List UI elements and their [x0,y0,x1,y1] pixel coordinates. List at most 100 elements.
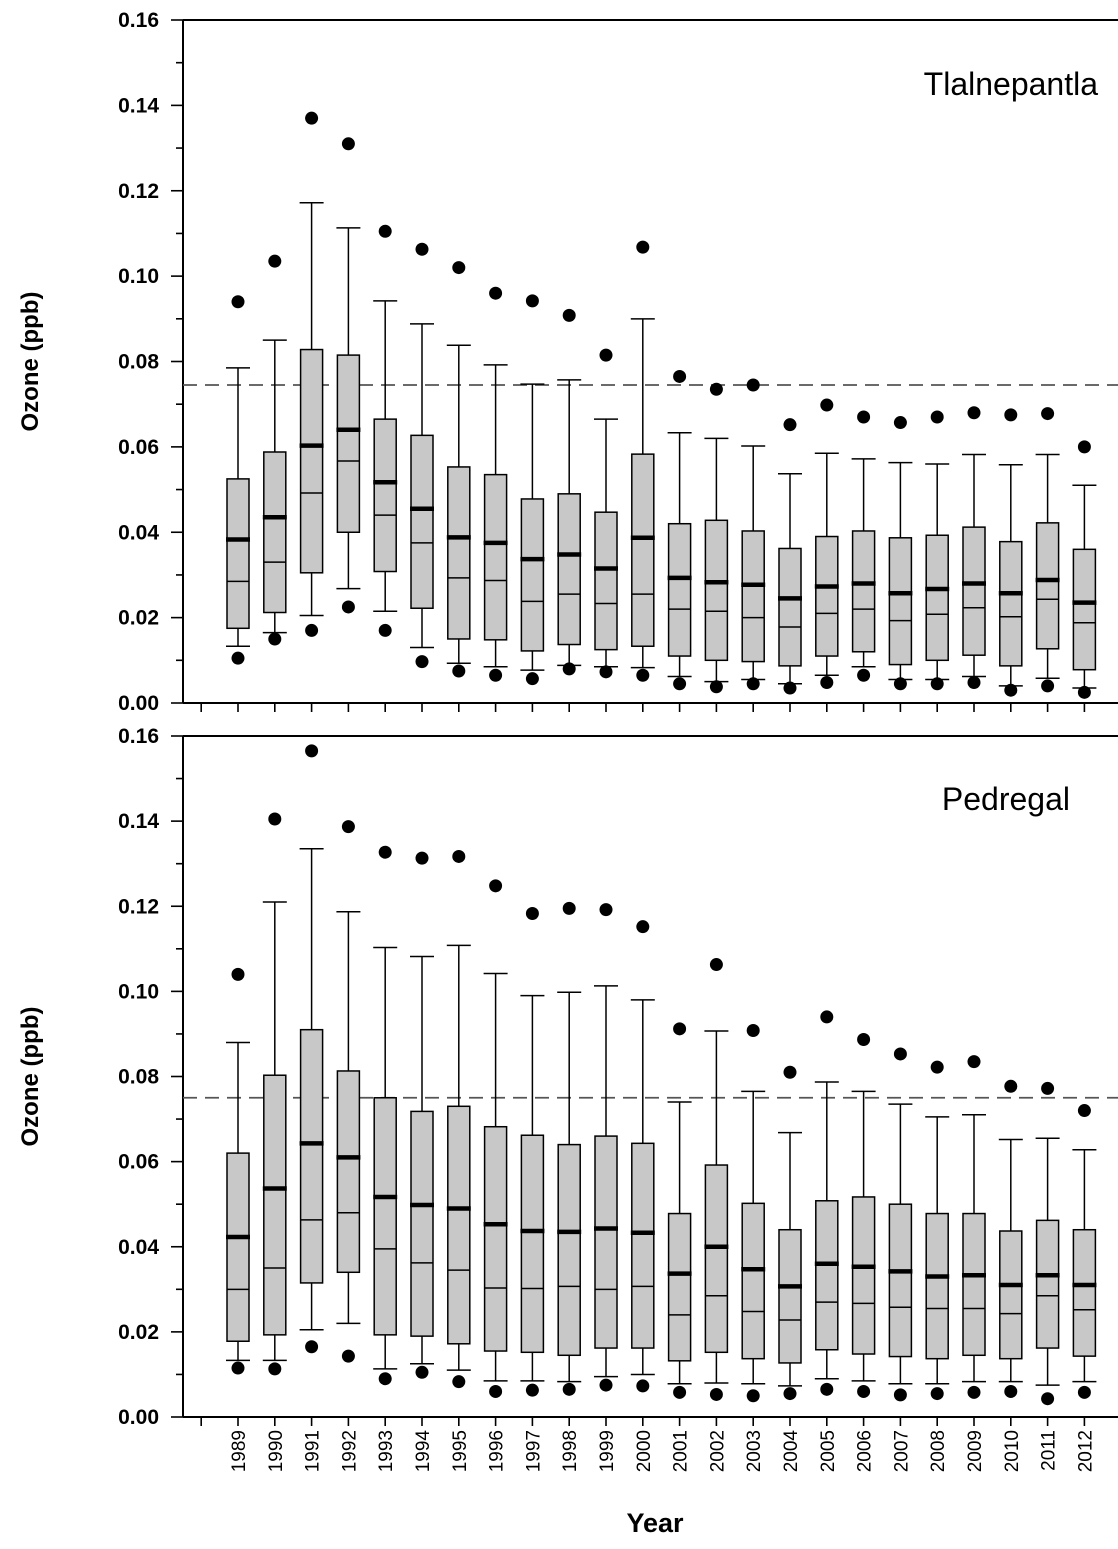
iqr-box [447,1105,471,1345]
y-tick-label: 0.14 [118,810,159,833]
box-1990 [262,812,287,1376]
lower-outlier-point [415,655,429,669]
lower-outlier-point [673,1385,687,1399]
x-tick-label-1990: 1990 [266,1430,287,1472]
lower-outlier-point [1041,1392,1055,1406]
x-tick-label-2012: 2012 [1075,1430,1096,1472]
x-tick-label-2004: 2004 [781,1430,802,1473]
upper-outlier-point [1077,1104,1091,1118]
x-tick-label-2008: 2008 [928,1430,949,1472]
upper-outlier-point [783,418,797,432]
iqr-box [447,466,471,640]
box-2005 [814,1010,839,1396]
iqr-box [704,519,729,662]
upper-outlier-point [305,111,319,125]
lower-outlier-point [893,1388,907,1402]
box-1999 [594,348,618,679]
upper-outlier-point [967,1055,981,1069]
x-tick-label-2009: 2009 [965,1430,986,1472]
upper-outlier-point [305,744,319,758]
upper-outlier-point [562,901,576,915]
lower-outlier-point [893,677,907,691]
lower-outlier-point [857,668,871,682]
iqr-box [299,348,324,574]
box-1992 [336,820,361,1363]
lower-outlier-point [452,1375,466,1389]
lower-outlier-point [525,672,539,686]
iqr-box [1072,1228,1097,1357]
upper-outlier-point [341,820,355,834]
upper-outlier-point [599,903,613,917]
upper-outlier-point [1004,1079,1018,1093]
upper-outlier-point [452,261,466,275]
box-1997 [520,906,545,1397]
box-2011 [1035,1081,1060,1406]
x-tick-label-2000: 2000 [634,1430,655,1472]
upper-outlier-point [857,410,871,424]
iqr-box [336,1070,361,1274]
upper-outlier-point [820,1010,834,1024]
box-2009 [962,1055,986,1399]
y-axis-label: Ozone (ppb) [17,1007,44,1147]
y-tick-label: 0.16 [118,9,159,32]
box-2003 [741,1024,766,1403]
box-2006 [851,410,876,682]
box-2002 [704,958,729,1401]
x-tick-label-2001: 2001 [671,1430,692,1472]
upper-outlier-point [783,1065,797,1079]
iqr-box [999,540,1023,667]
lower-outlier-point [268,1362,282,1376]
iqr-box [410,1110,434,1337]
upper-outlier-point [1041,407,1055,421]
lower-outlier-point [341,600,355,614]
lower-outlier-point [857,1384,871,1398]
x-tick-label-1994: 1994 [413,1430,434,1473]
x-tick-label-1999: 1999 [597,1430,618,1472]
lower-outlier-point [599,1378,613,1392]
panel-pedregal: 0.00 0.02 0.04 0.06 0.08 0.10 0.12 0.14 0.16 Ozon… [17,725,1118,1429]
box-1991 [299,111,324,637]
x-tick-label-2010: 2010 [1002,1430,1023,1472]
lower-outlier-point [341,1349,355,1363]
lower-outlier-point [305,623,319,637]
lower-outlier-point [562,662,576,676]
iqr-box [999,1230,1023,1360]
upper-outlier-point [268,812,282,826]
iqr-box [667,1212,692,1362]
y-tick-label: 0.08 [118,1066,159,1089]
panel-tlalnepantla: 0.00 0.02 0.04 0.06 0.08 0.10 0.12 0.14 0.16 Ozon… [17,9,1118,715]
upper-outlier-point [930,410,944,424]
lower-outlier-point [489,668,503,682]
iqr-box [962,526,986,656]
lower-outlier-point [967,676,981,690]
box-1996 [483,286,508,682]
iqr-box [851,1196,876,1355]
upper-outlier-point [525,906,539,920]
y-axis-label: Ozone (ppb) [17,292,44,432]
lower-outlier-point [930,677,944,691]
box-2008 [925,410,950,691]
lower-outlier-point [305,1340,319,1354]
upper-outlier-point [341,137,355,151]
upper-outlier-point [746,378,760,392]
x-tick-label-2005: 2005 [818,1430,839,1472]
iqr-box [263,451,287,614]
lower-outlier-point [783,1387,797,1401]
upper-outlier-point [930,1060,944,1074]
lower-outlier-point [746,1389,760,1403]
box-1998 [557,901,582,1396]
iqr-box [778,547,802,667]
upper-outlier-point [415,851,429,865]
box-2007 [888,1047,913,1402]
x-tick-label-1996: 1996 [487,1430,508,1472]
box-2001 [667,369,692,691]
iqr-box [925,1212,949,1360]
box-1994 [410,242,434,669]
iqr-box [336,354,361,533]
iqr-box [299,1028,324,1284]
box-2000 [630,240,655,682]
upper-outlier-point [673,1022,687,1036]
lower-outlier-point [967,1385,981,1399]
box-1995 [446,849,471,1389]
